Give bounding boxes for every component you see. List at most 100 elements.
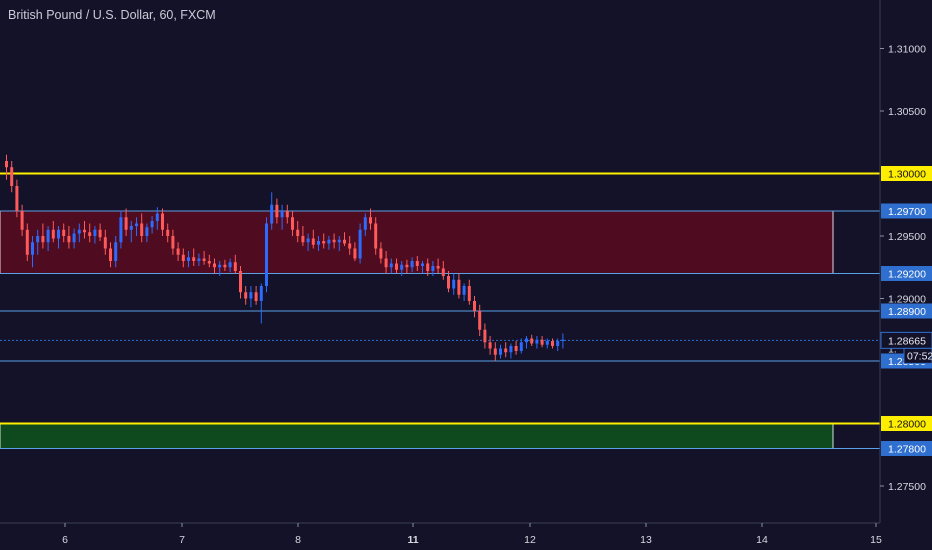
x-tick-label: 14 — [756, 534, 768, 546]
candle-body — [145, 227, 149, 236]
candle-72 — [379, 242, 383, 264]
candle-63 — [332, 233, 336, 249]
x-tick-label: 13 — [640, 534, 652, 546]
zones-layer — [0, 210, 834, 449]
candle-73 — [384, 251, 388, 274]
candle-body — [213, 263, 216, 268]
candle-body — [15, 186, 19, 211]
candle-47 — [249, 286, 253, 308]
candle-body — [400, 264, 404, 270]
candle-58 — [306, 233, 310, 251]
candle-20 — [109, 242, 112, 268]
candle-body — [426, 263, 430, 271]
candle-12 — [67, 226, 71, 249]
candle-body — [41, 236, 45, 243]
candle-69 — [363, 213, 367, 236]
candle-body — [421, 263, 424, 266]
candle-body — [478, 311, 482, 330]
candle-59 — [311, 229, 315, 249]
candle-43 — [228, 258, 232, 273]
candle-89 — [467, 279, 471, 305]
candle-body — [62, 229, 66, 236]
candle-85 — [447, 271, 450, 293]
candle-body — [171, 236, 175, 249]
x-tick-label: 12 — [524, 534, 536, 546]
candle-67 — [353, 242, 357, 261]
price-tag-1.28000: 1.28000 — [881, 416, 932, 431]
candle-body — [5, 161, 8, 168]
candle-78 — [410, 257, 414, 273]
candle-body — [561, 339, 565, 341]
candle-body — [337, 239, 341, 243]
support-zone — [0, 423, 834, 449]
candle-body — [447, 276, 450, 289]
candle-body — [384, 258, 388, 268]
y-tick-label: 1.30500 — [888, 106, 926, 118]
candle-56 — [296, 221, 300, 243]
candle-body — [525, 338, 528, 343]
candle-body — [483, 329, 487, 343]
y-tick-label: 1.31000 — [888, 44, 926, 56]
candle-body — [57, 229, 60, 239]
candle-60 — [317, 236, 320, 251]
candle-7 — [41, 223, 45, 249]
candle-26 — [140, 213, 144, 243]
candle-79 — [415, 256, 419, 271]
candle-65 — [343, 232, 346, 246]
price-tag-1.29700-text: 1.29700 — [888, 206, 926, 218]
candle-57 — [301, 226, 305, 246]
price-tag-1.29700: 1.29700 — [881, 203, 932, 219]
candle-15 — [83, 221, 86, 239]
candle-16 — [88, 223, 92, 243]
candle-body — [109, 248, 112, 261]
candle-body — [187, 257, 190, 261]
candle-body — [223, 264, 227, 268]
candle-body — [233, 262, 237, 271]
candle-body — [259, 286, 263, 301]
candle-8 — [46, 226, 50, 251]
candle-body — [389, 263, 393, 268]
candle-body — [540, 339, 544, 345]
candle-3 — [20, 204, 24, 236]
candle-82 — [431, 261, 435, 276]
candle-body — [395, 263, 398, 270]
countdown-tag-bg — [903, 347, 932, 364]
candle-25 — [135, 217, 138, 236]
candle-body — [197, 258, 201, 261]
candle-body — [77, 229, 81, 234]
horizontal-lines-layer — [0, 172, 880, 449]
candle-body — [155, 213, 159, 221]
x-tick-label: 15 — [870, 534, 882, 546]
candle-body — [20, 211, 24, 230]
candle-101 — [530, 334, 534, 346]
candle-body — [301, 236, 305, 243]
candle-body — [410, 261, 414, 268]
candle-body — [473, 301, 476, 311]
candle-93 — [488, 336, 492, 355]
candle-102 — [535, 336, 539, 349]
candle-17 — [93, 226, 97, 244]
candle-body — [166, 229, 170, 236]
price-tag-1.30000: 1.30000 — [881, 166, 932, 181]
candle-body — [119, 217, 123, 243]
candle-64 — [337, 236, 341, 251]
candle-86 — [452, 273, 456, 295]
candle-44 — [233, 254, 237, 274]
candle-35 — [187, 251, 190, 268]
candle-40 — [213, 258, 216, 274]
candle-body — [431, 266, 435, 271]
x-tick-label: 8 — [295, 534, 301, 546]
candle-body — [306, 238, 310, 243]
candle-body — [493, 348, 497, 355]
candle-71 — [374, 217, 378, 255]
candle-body — [140, 223, 144, 236]
candle-103 — [540, 336, 544, 348]
candle-body — [51, 229, 55, 239]
candle-body — [135, 223, 138, 226]
candle-body — [343, 239, 346, 244]
candle-body — [509, 346, 513, 353]
price-tag-1.28900: 1.28900 — [881, 303, 932, 319]
candle-body — [332, 239, 336, 243]
candle-2 — [15, 179, 19, 218]
